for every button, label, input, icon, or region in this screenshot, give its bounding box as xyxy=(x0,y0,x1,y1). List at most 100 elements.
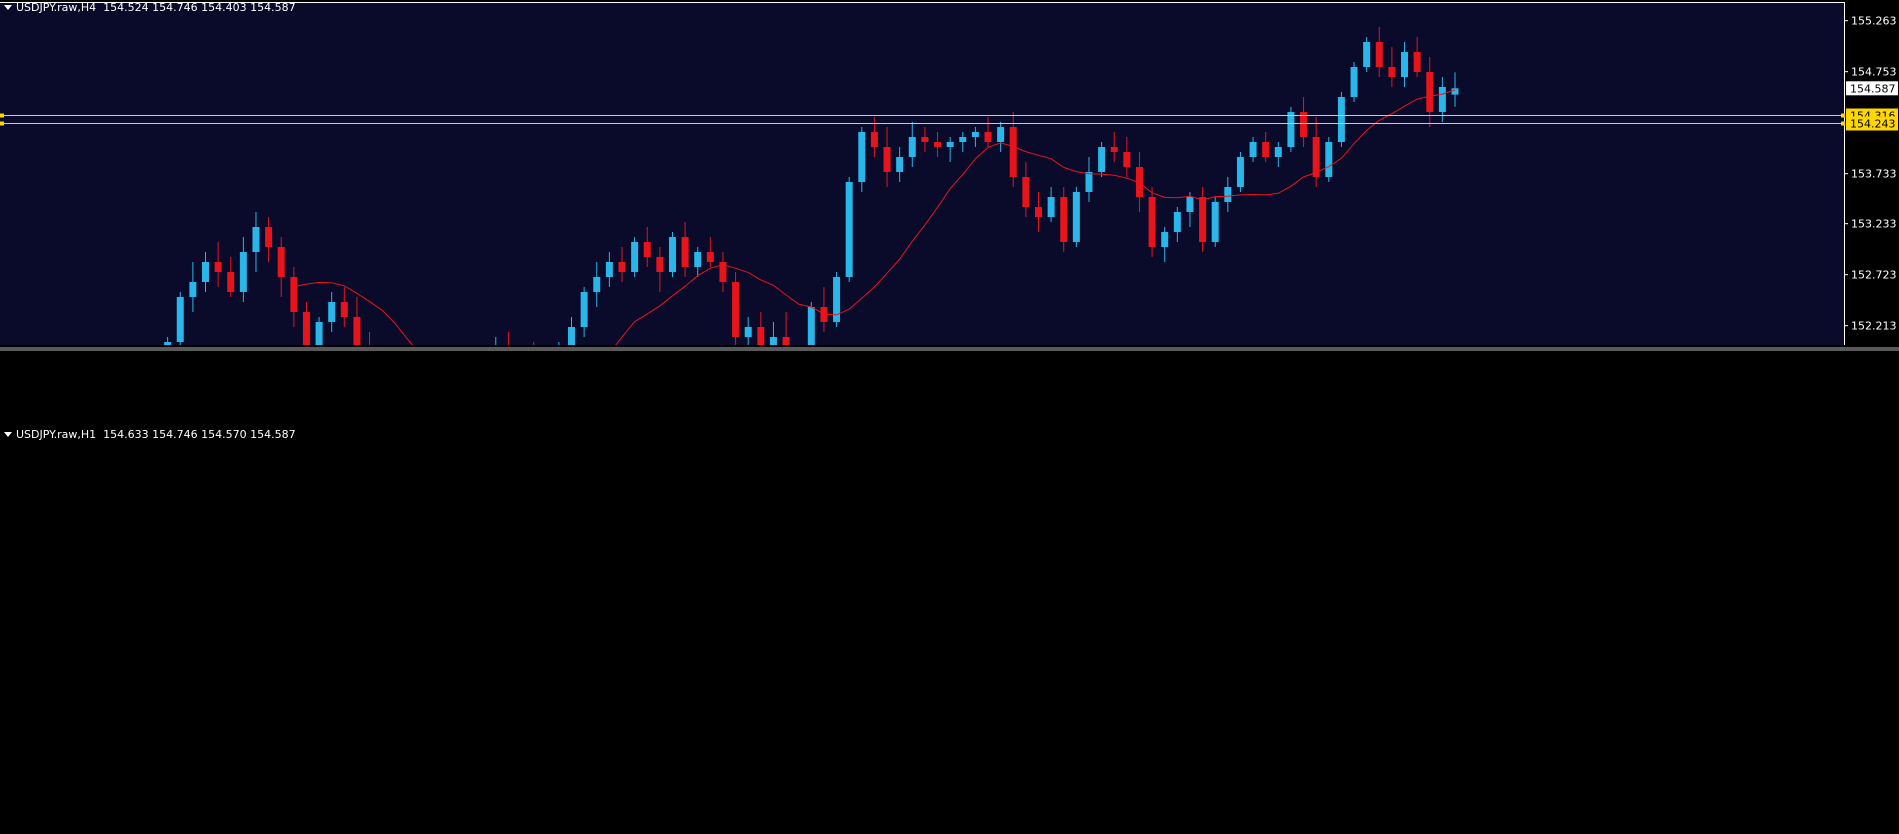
candle-body xyxy=(1199,197,1207,242)
candle-body xyxy=(252,227,260,252)
candle-body xyxy=(1135,167,1143,197)
candle-body xyxy=(1072,192,1080,242)
price-tick-label: 153.733 xyxy=(1851,168,1897,181)
price-tick-label: 152.213 xyxy=(1851,320,1897,333)
candle-body xyxy=(883,147,891,172)
candle-body xyxy=(1009,127,1017,177)
candle-body xyxy=(1148,197,1156,247)
candle-body xyxy=(833,277,841,322)
candle-body xyxy=(290,277,298,312)
h1-chart-svg[interactable] xyxy=(0,424,1899,834)
candle-body xyxy=(277,247,285,277)
candle-body xyxy=(706,252,714,262)
h4-chart-svg[interactable]: 154.316154.243155.263154.753153.733153.2… xyxy=(0,0,1899,345)
candle-body xyxy=(921,137,929,142)
candle-body xyxy=(176,297,184,342)
candle-body xyxy=(328,302,336,322)
h4-info-text: USDJPY.raw,H4 154.524 154.746 154.403 15… xyxy=(16,1,296,14)
candle-body xyxy=(1312,137,1320,177)
candle-body xyxy=(870,132,878,147)
h1-chart-info: USDJPY.raw,H1 154.633 154.746 154.570 15… xyxy=(4,428,296,441)
candle-body xyxy=(1262,142,1270,157)
candle-body xyxy=(1388,67,1396,77)
candle-body xyxy=(1426,72,1434,112)
candle-body xyxy=(1224,187,1232,202)
candle-body xyxy=(681,237,689,267)
candle-body xyxy=(694,252,702,267)
h1-info-text: USDJPY.raw,H1 154.633 154.746 154.570 15… xyxy=(16,428,296,441)
candle-body xyxy=(201,262,209,282)
chart-separator[interactable] xyxy=(0,347,1899,351)
level-price-label-bg xyxy=(1846,116,1898,131)
candle-body xyxy=(1098,147,1106,172)
candle-body xyxy=(744,327,752,337)
candle-body xyxy=(1451,88,1459,95)
level-price-label: 154.243 xyxy=(1850,118,1896,131)
candle-body xyxy=(719,262,727,282)
candle-body xyxy=(1375,42,1383,67)
candle-body xyxy=(1249,142,1257,157)
candle-body xyxy=(164,342,172,345)
candle-body xyxy=(353,317,361,345)
candle-body xyxy=(618,262,626,272)
candle-body xyxy=(1060,197,1068,242)
candle-body xyxy=(1413,52,1421,72)
candle-body xyxy=(656,257,664,272)
current-price-tag: 154.587 xyxy=(1850,82,1896,95)
candle-body xyxy=(757,327,765,345)
plot-area xyxy=(0,2,1844,345)
candle-body xyxy=(1110,147,1118,152)
candle-body xyxy=(631,242,639,272)
candle-body xyxy=(1350,67,1358,97)
candle-body xyxy=(214,262,222,272)
candle-body xyxy=(568,327,576,345)
candle-body xyxy=(997,127,1005,142)
candle-body xyxy=(946,142,954,147)
candle-body xyxy=(807,307,815,345)
candle-body xyxy=(189,282,197,297)
price-tick-label: 154.753 xyxy=(1851,66,1897,79)
candle-body xyxy=(593,277,601,292)
price-tick-label: 153.233 xyxy=(1851,218,1897,231)
caret-down-icon[interactable] xyxy=(4,5,12,10)
candles-group xyxy=(164,27,1459,345)
candle-body xyxy=(959,137,967,142)
level-anchor-left xyxy=(0,113,4,118)
price-tick-label: 152.723 xyxy=(1851,269,1897,282)
candle-body xyxy=(580,292,588,327)
candle-body xyxy=(1186,197,1194,212)
candle-body xyxy=(1085,172,1093,192)
candle-body xyxy=(908,137,916,157)
candle-body xyxy=(668,237,676,272)
moving-average-line xyxy=(293,89,1456,345)
candle-body xyxy=(1287,112,1295,147)
candle-body xyxy=(643,242,651,257)
level-anchor-left xyxy=(0,121,4,126)
candle-body xyxy=(315,322,323,345)
candle-body xyxy=(1173,212,1181,232)
candle-body xyxy=(1300,112,1308,137)
candle-body xyxy=(1236,157,1244,187)
candle-body xyxy=(1211,202,1219,242)
caret-down-icon[interactable] xyxy=(4,432,12,437)
candle-body xyxy=(769,337,777,345)
current-price-tag-bg xyxy=(1846,81,1898,96)
candle-body xyxy=(1034,207,1042,217)
candle-body xyxy=(1274,147,1282,157)
h4-chart-window[interactable]: 154.316 154.243 155.263 154.753 153.733 153.2… xyxy=(0,0,1899,345)
candle-body xyxy=(1363,42,1371,67)
candle-body xyxy=(896,157,904,172)
candle-body xyxy=(934,142,942,147)
candle-body xyxy=(265,227,273,247)
candle-body xyxy=(1161,232,1169,247)
price-tick-label: 155.263 xyxy=(1851,15,1897,28)
h4-chart-info: USDJPY.raw,H4 154.524 154.746 154.403 15… xyxy=(4,1,296,14)
candle-body xyxy=(782,337,790,345)
candle-body xyxy=(1022,177,1030,207)
h1-chart-wrapper[interactable]: USDJPY.raw,H1 154.633 154.746 154.570 15… xyxy=(0,424,1899,834)
candle-body xyxy=(984,132,992,142)
candle-body xyxy=(971,132,979,137)
candle-body xyxy=(227,272,235,292)
candle-body xyxy=(1438,87,1446,112)
candle-body xyxy=(732,282,740,337)
